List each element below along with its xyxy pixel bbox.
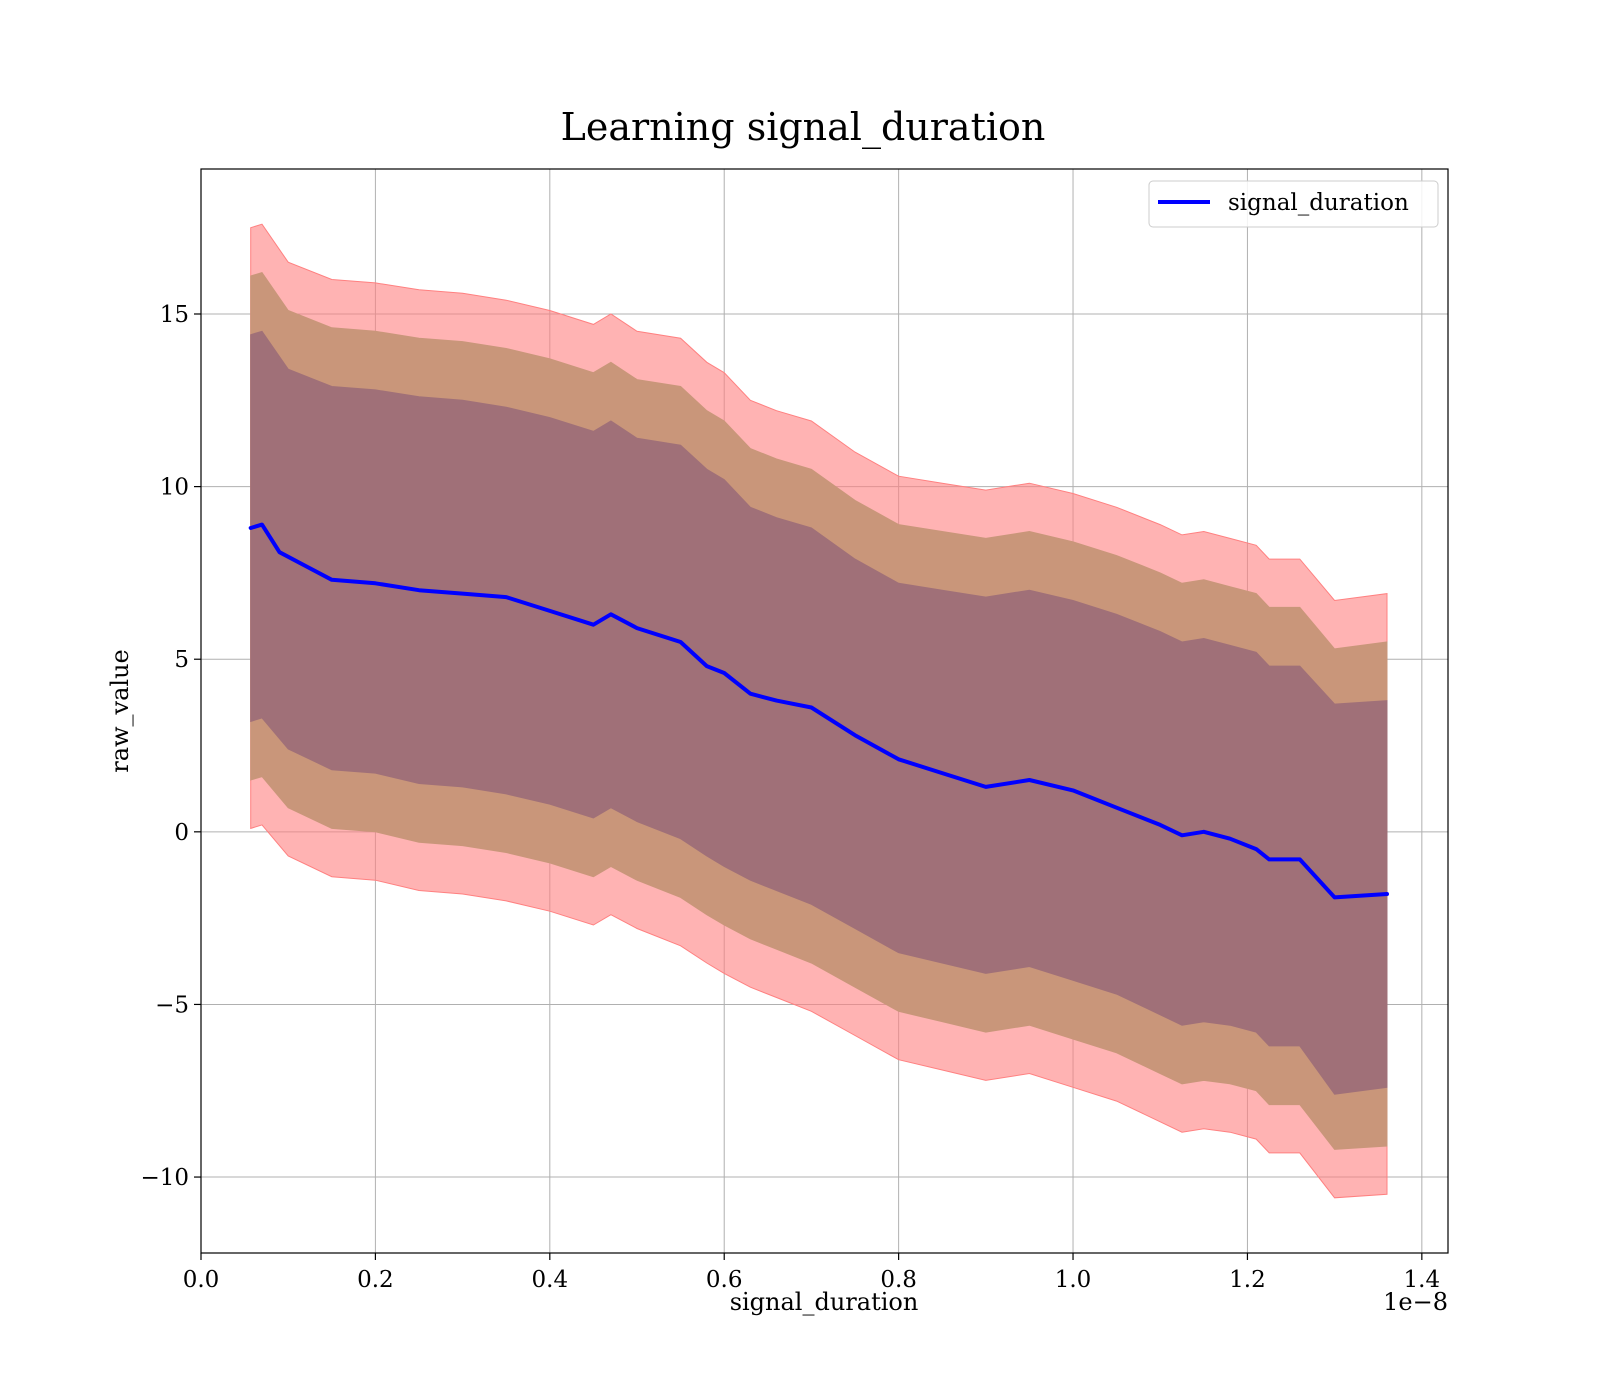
x-tick-label: 1.0 <box>1055 1267 1092 1293</box>
legend: signal_duration <box>1148 180 1439 228</box>
series-line-signal_duration <box>248 522 1389 900</box>
series-lines <box>248 522 1389 900</box>
chart-title: Learning signal_duration <box>561 105 1046 150</box>
x-tick-label: 1.2 <box>1229 1267 1266 1293</box>
x-axis-label: signal_duration <box>730 1288 919 1316</box>
x-tick-label: 0.6 <box>706 1267 743 1293</box>
x-axis-offset-label: 1e−8 <box>1383 1288 1448 1316</box>
x-tick-label: 0.2 <box>357 1267 394 1293</box>
y-tick-label: 0 <box>174 820 189 846</box>
x-tick-label: 0.8 <box>880 1267 917 1293</box>
plot-frame <box>200 168 1449 1254</box>
legend-box <box>1148 180 1439 228</box>
y-tick-label: 5 <box>174 647 189 673</box>
x-tick-label: 0.0 <box>183 1267 220 1293</box>
y-tick-label: −10 <box>140 1165 189 1191</box>
x-tick-label: 0.4 <box>532 1267 569 1293</box>
y-axis-ticks: −10 −5 0 5 10 15 <box>140 302 201 1191</box>
y-axis-label: raw_value <box>106 649 134 773</box>
x-axis-ticks: 0.0 0.2 0.4 0.6 0.8 1.0 1.2 1.4 <box>183 1253 1440 1293</box>
y-tick-label: 10 <box>160 475 189 501</box>
y-tick-label: −5 <box>155 992 189 1018</box>
y-tick-label: 15 <box>160 302 189 328</box>
legend-label: signal_duration <box>1228 190 1409 216</box>
x-tick-label: 1.4 <box>1404 1267 1441 1293</box>
